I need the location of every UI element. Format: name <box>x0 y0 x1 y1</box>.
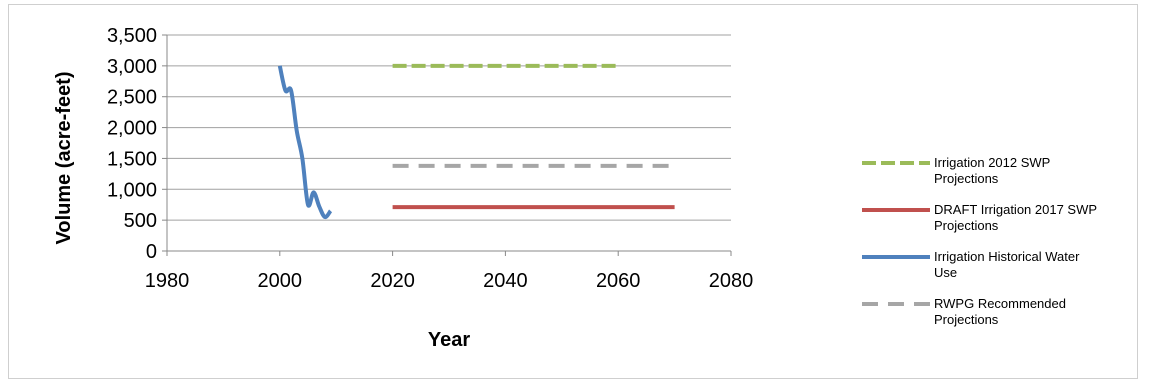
legend-label-2: Irrigation Historical Water Use <box>934 249 1080 280</box>
x-tick-label: 2040 <box>483 270 528 292</box>
legend-label-3: RWPG Recommended Projections <box>934 296 1066 327</box>
x-tick-label: 2060 <box>596 270 641 292</box>
series-line-2 <box>277 65 333 220</box>
y-tick-label: 1,000 <box>107 179 157 201</box>
x-tick-label: 1980 <box>145 270 190 292</box>
x-tick-label: 2000 <box>258 270 303 292</box>
y-axis-title: Volume (acre-feet) <box>53 71 75 244</box>
y-tick-label: 0 <box>146 241 157 263</box>
legend-label-1: DRAFT Irrigation 2017 SWP Projections <box>934 202 1097 233</box>
y-tick-label: 500 <box>124 210 157 232</box>
x-axis-title: Year <box>428 329 470 351</box>
series-lines <box>277 63 675 220</box>
y-tick-label: 1,500 <box>107 148 157 170</box>
tick-labels: 0 500 1,000 1,500 2,000 2,500 3,000 3,500 1980 20… <box>107 25 753 292</box>
legend: Irrigation 2012 SWP Projections DRAFT Irri… <box>862 155 1097 327</box>
y-tick-label: 2,000 <box>107 118 157 140</box>
chart-frame <box>8 4 1138 379</box>
x-tick-label: 2080 <box>709 270 754 292</box>
y-tick-label: 3,000 <box>107 56 157 78</box>
gridlines <box>167 34 731 221</box>
y-tick-label: 2,500 <box>107 87 157 109</box>
legend-label-0: Irrigation 2012 SWP Projections <box>934 155 1050 186</box>
y-tick-label: 3,500 <box>107 25 157 47</box>
axes <box>162 34 732 256</box>
x-tick-label: 2020 <box>370 270 415 292</box>
